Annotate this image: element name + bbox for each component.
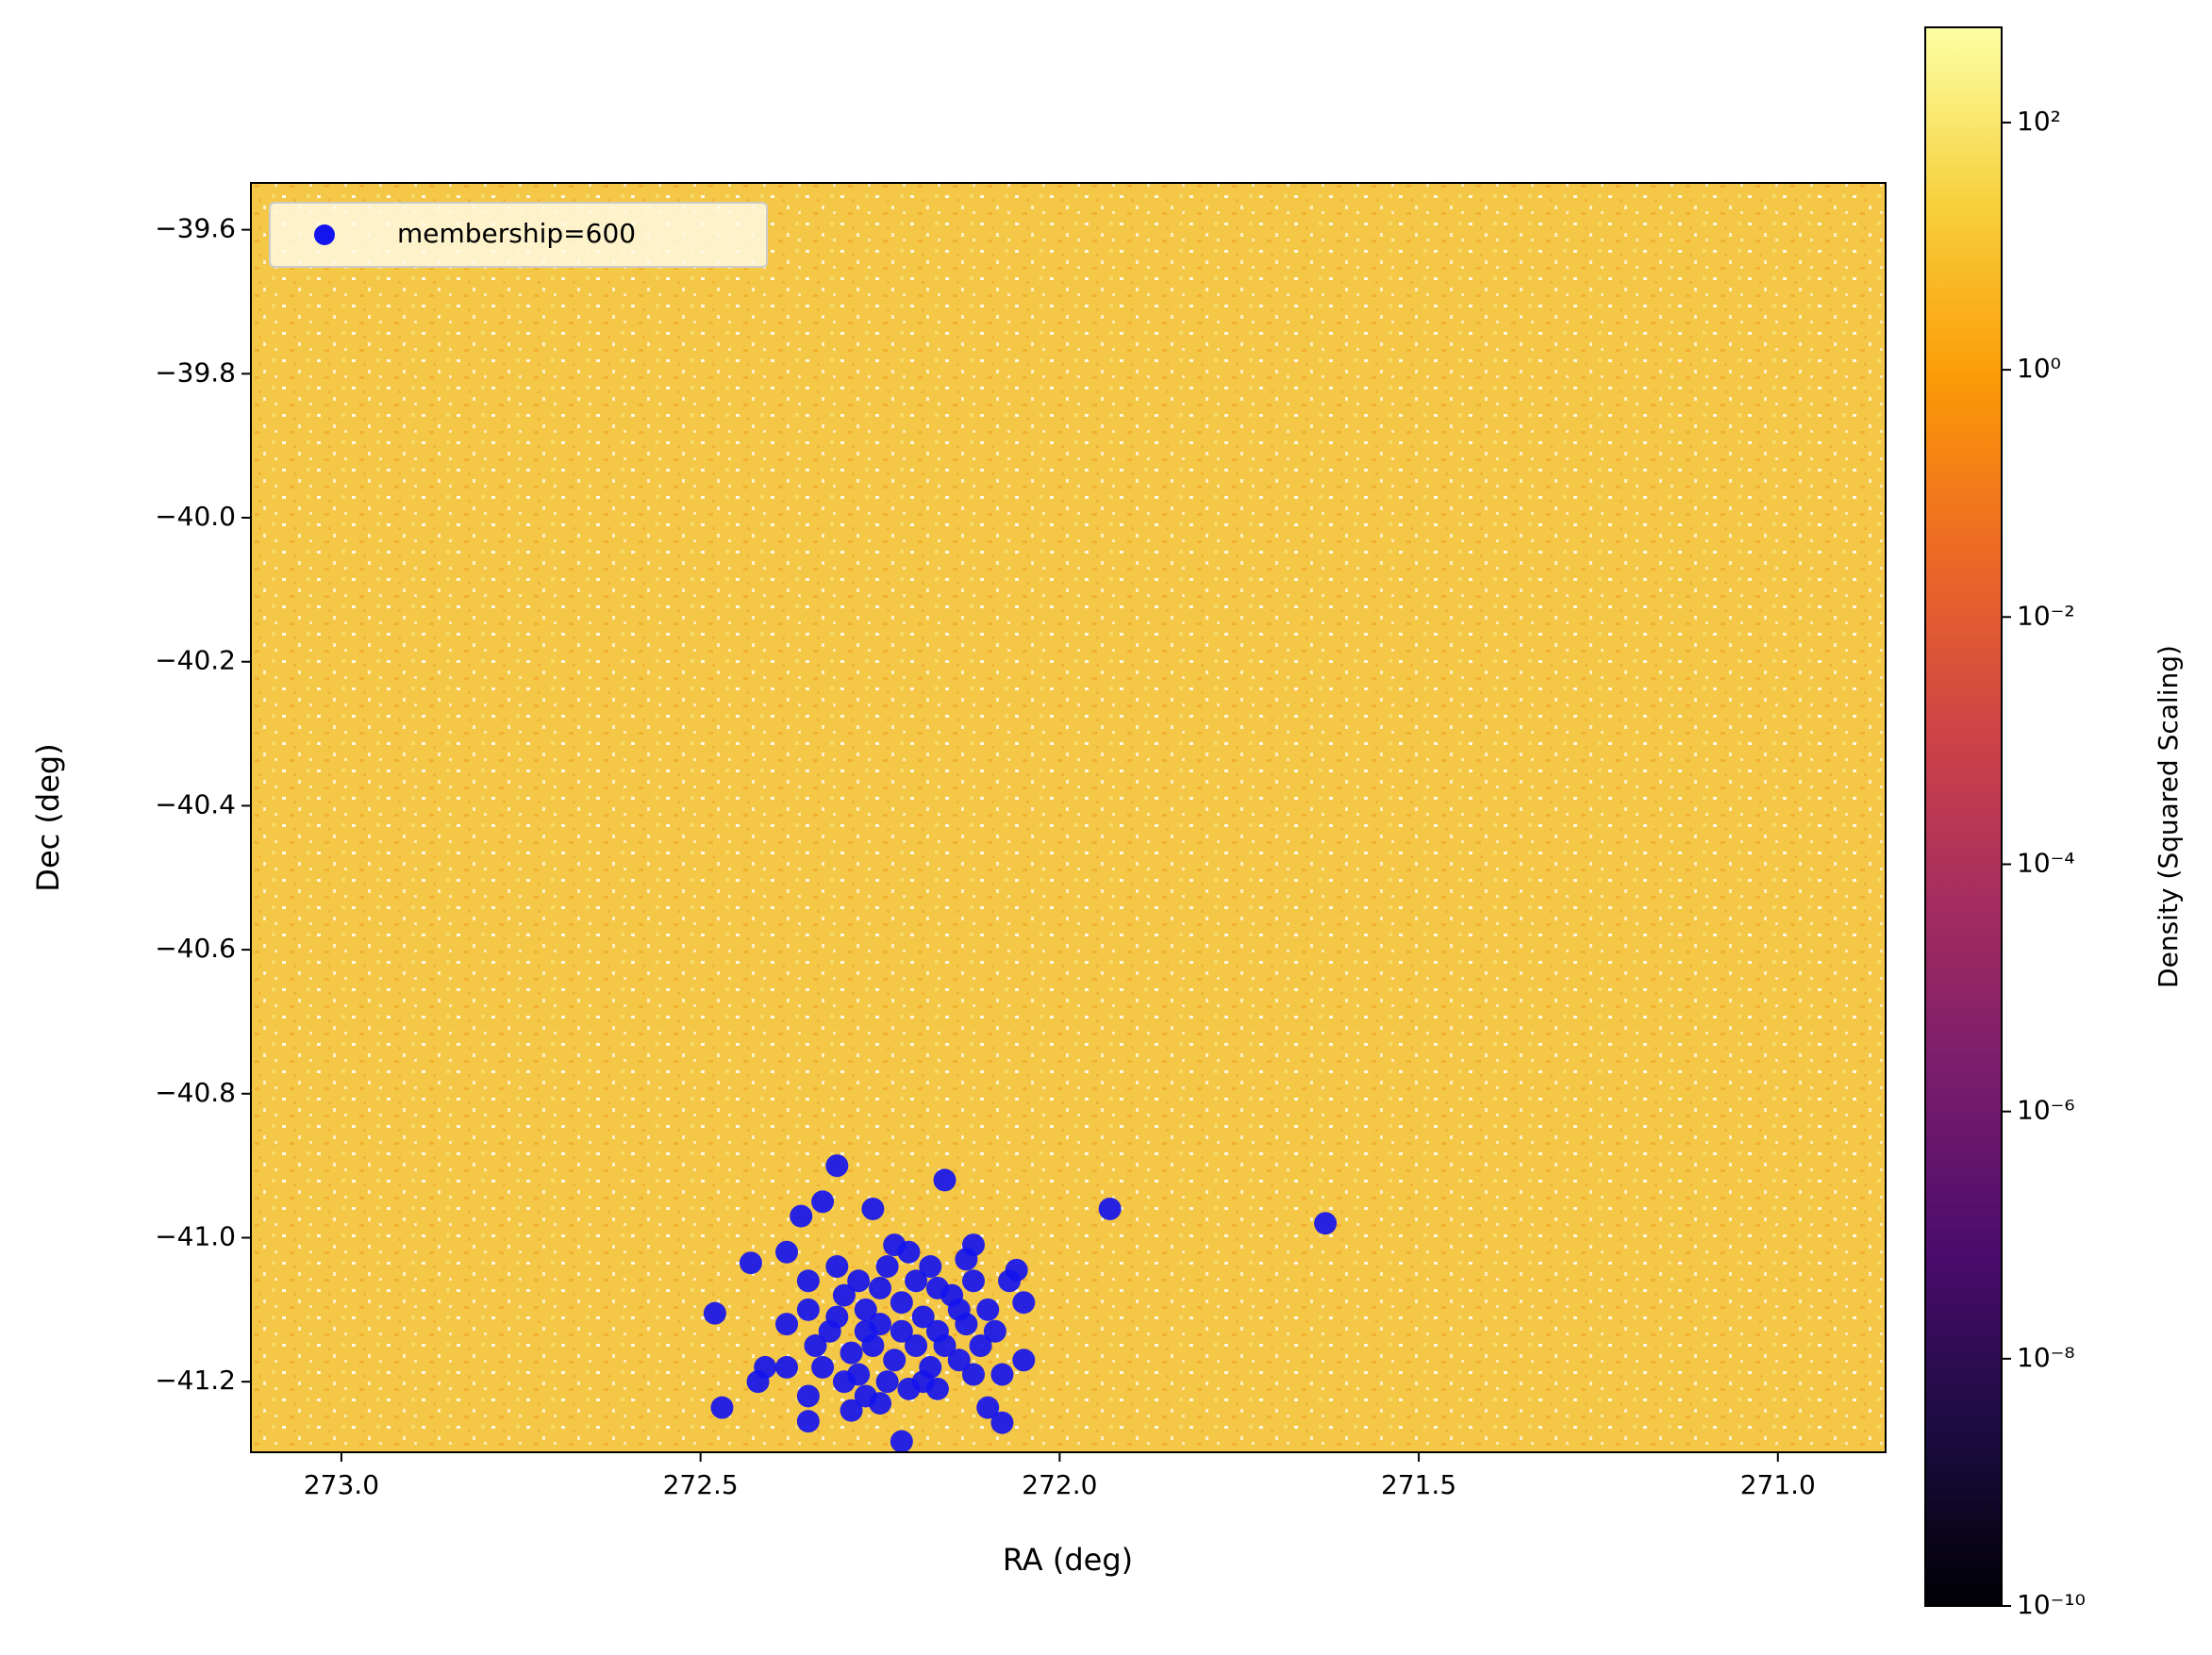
scatter-point — [854, 1298, 877, 1321]
x-tick-label: 272.5 — [663, 1469, 739, 1500]
scatter-point — [796, 1269, 820, 1293]
scatter-point — [1314, 1212, 1338, 1235]
scatter-point — [796, 1384, 820, 1408]
scatter-point — [933, 1334, 956, 1358]
y-tick-label: −40.8 — [155, 1077, 236, 1108]
scatter-point — [825, 1305, 849, 1329]
y-tick-label: −41.0 — [155, 1220, 236, 1251]
x-tick-label: 272.0 — [1022, 1469, 1097, 1500]
scatter-point — [905, 1269, 928, 1293]
scatter-point — [905, 1334, 928, 1358]
scatter-point — [825, 1255, 849, 1279]
y-tick-label: −40.4 — [155, 788, 236, 819]
scatter-point — [861, 1197, 885, 1220]
legend-box — [269, 202, 768, 268]
scatter-point — [804, 1334, 827, 1358]
legend-label: membership=600 — [397, 218, 636, 249]
scatter-point — [911, 1370, 935, 1394]
scatter-point — [796, 1410, 820, 1433]
scatter-point — [775, 1240, 799, 1264]
scatter-point — [983, 1319, 1006, 1343]
x-axis-label: RA (deg) — [1003, 1542, 1133, 1578]
legend: membership=600 — [269, 202, 768, 268]
colorbar-label: Density (Squared Scaling) — [2153, 645, 2184, 988]
scatter-point — [919, 1255, 942, 1279]
scatter-point — [890, 1319, 913, 1343]
scatter-point — [832, 1283, 856, 1307]
scatter-point — [754, 1355, 777, 1379]
y-tick-label: −40.6 — [155, 933, 236, 964]
colorbar-tick-label: 10⁻¹⁰ — [2017, 1589, 2086, 1620]
density-texture — [251, 183, 1886, 1452]
plot-area — [251, 183, 1886, 1453]
x-tick-label: 273.0 — [304, 1469, 379, 1500]
scatter-point — [854, 1319, 877, 1343]
scatter-point — [832, 1370, 856, 1394]
scatter-point — [911, 1305, 935, 1329]
scatter-point — [925, 1276, 949, 1299]
y-tick-label: −41.2 — [155, 1365, 236, 1396]
scatter-point — [796, 1298, 820, 1321]
y-axis-label: Dec (deg) — [30, 743, 66, 891]
scatter-point — [947, 1298, 971, 1321]
scatter-point — [775, 1313, 799, 1336]
scatter-point — [825, 1154, 849, 1178]
scatter-point — [976, 1298, 1000, 1321]
legend-marker — [314, 224, 335, 245]
scatter-point — [890, 1430, 913, 1453]
colorbar-tick-label: 10⁻⁸ — [2017, 1342, 2075, 1373]
scatter-point — [739, 1251, 762, 1275]
scatter-point — [811, 1190, 835, 1214]
y-tick-label: −39.6 — [155, 213, 236, 244]
scatter-point — [875, 1255, 899, 1279]
scatter-point — [775, 1355, 799, 1379]
scatter-point — [854, 1384, 877, 1408]
scatter-point — [961, 1363, 985, 1386]
scatter-point — [976, 1396, 1000, 1419]
scatter-point — [840, 1341, 863, 1365]
scatter-point — [811, 1355, 835, 1379]
scatter-point — [1012, 1291, 1036, 1315]
colorbar-tick-label: 10⁻⁶ — [2017, 1095, 2075, 1126]
scatter-point — [703, 1301, 726, 1325]
scatter-point — [933, 1168, 956, 1192]
scatter-point — [969, 1334, 992, 1358]
scatter-point — [790, 1204, 813, 1228]
x-tick-label: 271.5 — [1381, 1469, 1456, 1500]
colorbar-tick-label: 10⁻⁴ — [2017, 847, 2075, 878]
scatter-point — [710, 1396, 734, 1419]
scatter-point — [890, 1291, 913, 1315]
scatter-point — [990, 1363, 1014, 1386]
scatter-point — [947, 1349, 971, 1372]
scatter-point — [883, 1349, 906, 1372]
scatter-point — [847, 1269, 871, 1293]
colorbar-tick-label: 10⁰ — [2017, 353, 2061, 384]
colorbar-tick-label: 10² — [2017, 106, 2061, 137]
scatter-point — [875, 1370, 899, 1394]
colorbar-tick-label: 10⁻² — [2017, 600, 2075, 631]
y-tick-label: −40.2 — [155, 645, 236, 676]
scatter-point — [869, 1276, 892, 1299]
scatter-point — [961, 1269, 985, 1293]
scatter-point — [1098, 1197, 1122, 1220]
scatter-point — [1012, 1349, 1036, 1372]
scatter-point — [840, 1398, 863, 1422]
scatter-point — [897, 1240, 921, 1264]
colorbar — [1924, 26, 2003, 1607]
scatter-point — [955, 1248, 978, 1271]
scatter-point — [998, 1269, 1022, 1293]
scatter-point — [990, 1411, 1014, 1434]
y-tick-label: −40.0 — [155, 501, 236, 532]
y-tick-label: −39.8 — [155, 356, 236, 388]
x-tick-label: 271.0 — [1740, 1469, 1816, 1500]
plot-frame — [250, 182, 1887, 1453]
